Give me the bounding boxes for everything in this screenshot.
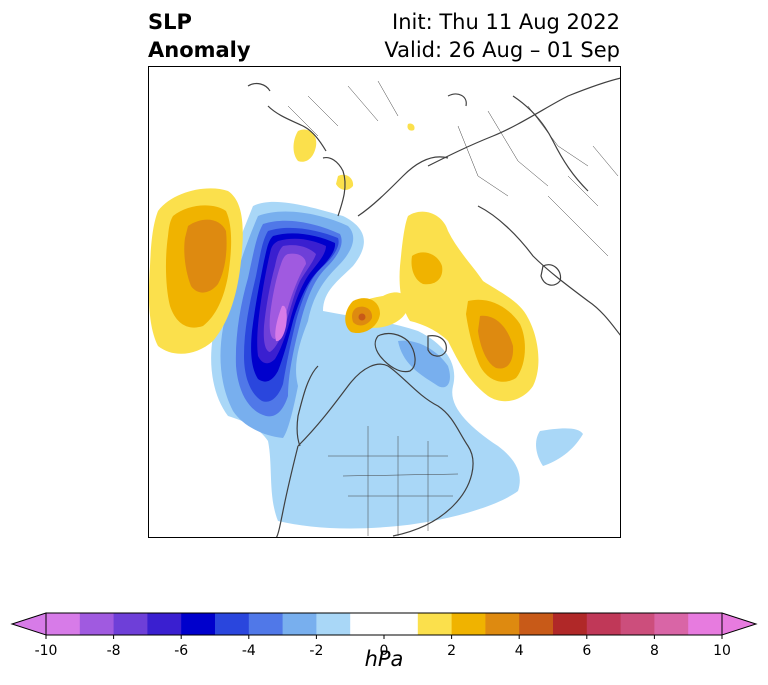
- colorbar-cell: [384, 613, 419, 635]
- map-svg: [148, 66, 621, 538]
- title-line-2: Anomaly: [148, 38, 251, 62]
- colorbar-cell: [181, 613, 216, 635]
- colorbar: -10 -8 -6 -4 -2 0 2 4 6 8 10: [10, 612, 758, 659]
- valid-dates: Valid: 26 Aug – 01 Sep: [384, 38, 620, 62]
- colorbar-cell: [215, 613, 250, 635]
- colorbar-min-extension: [10, 612, 47, 636]
- colorbar-cell: [79, 613, 115, 635]
- colorbar-tick-label: -6: [174, 643, 188, 659]
- colorbar-tick-label: 6: [582, 643, 591, 659]
- borders: [287, 80, 619, 536]
- init-date: Init: Thu 11 Aug 2022: [392, 10, 620, 34]
- colorbar-cell: [316, 613, 351, 635]
- colorbar-cell: [485, 613, 520, 635]
- colorbar-tick-label: 0: [380, 643, 389, 659]
- colorbar-cell: [113, 613, 148, 635]
- colorbar-cell: [46, 613, 81, 635]
- colorbar-tick-label: -10: [35, 643, 58, 659]
- title-line-1: SLP: [148, 10, 192, 34]
- positive-anomaly-region: [148, 123, 539, 402]
- colorbar-tick-label: 10: [713, 643, 731, 659]
- colorbar-tick-label: -8: [107, 643, 121, 659]
- anomaly-map: [148, 66, 621, 538]
- negative-anomaly-region: [211, 201, 583, 529]
- colorbar-tick-label: 4: [515, 643, 524, 659]
- colorbar-cell: [553, 613, 588, 635]
- colorbar-tick-label: 8: [650, 643, 659, 659]
- colorbar-cell: [417, 613, 453, 635]
- colorbar-cell: [654, 613, 689, 635]
- colorbar-cell: [586, 613, 622, 635]
- colorbar-cell: [688, 613, 723, 635]
- colorbar-tick-label: -2: [309, 643, 323, 659]
- coastlines: [247, 77, 621, 538]
- colorbar-tick-label: -4: [242, 643, 256, 659]
- colorbar-cell: [620, 613, 655, 635]
- colorbar-ticks: -10 -8 -6 -4 -2 0 2 4 6 8 10: [35, 635, 731, 659]
- colorbar-tick-label: 2: [447, 643, 456, 659]
- colorbar-cell: [350, 613, 385, 635]
- colorbar-unit: hPa: [364, 647, 404, 671]
- colorbar-cell: [147, 613, 182, 635]
- colorbar-cells: [10, 612, 758, 636]
- colorbar-cell: [451, 613, 486, 635]
- colorbar-max-extension: [721, 612, 758, 636]
- colorbar-cell: [248, 613, 284, 635]
- map-frame-border: [148, 66, 621, 538]
- colorbar-cell: [519, 613, 554, 635]
- colorbar-cell: [282, 613, 317, 635]
- forecast-dates: Init: Thu 11 Aug 2022 Valid: 26 Aug – 01…: [384, 8, 620, 64]
- map-title: SLP Anomaly: [148, 8, 251, 64]
